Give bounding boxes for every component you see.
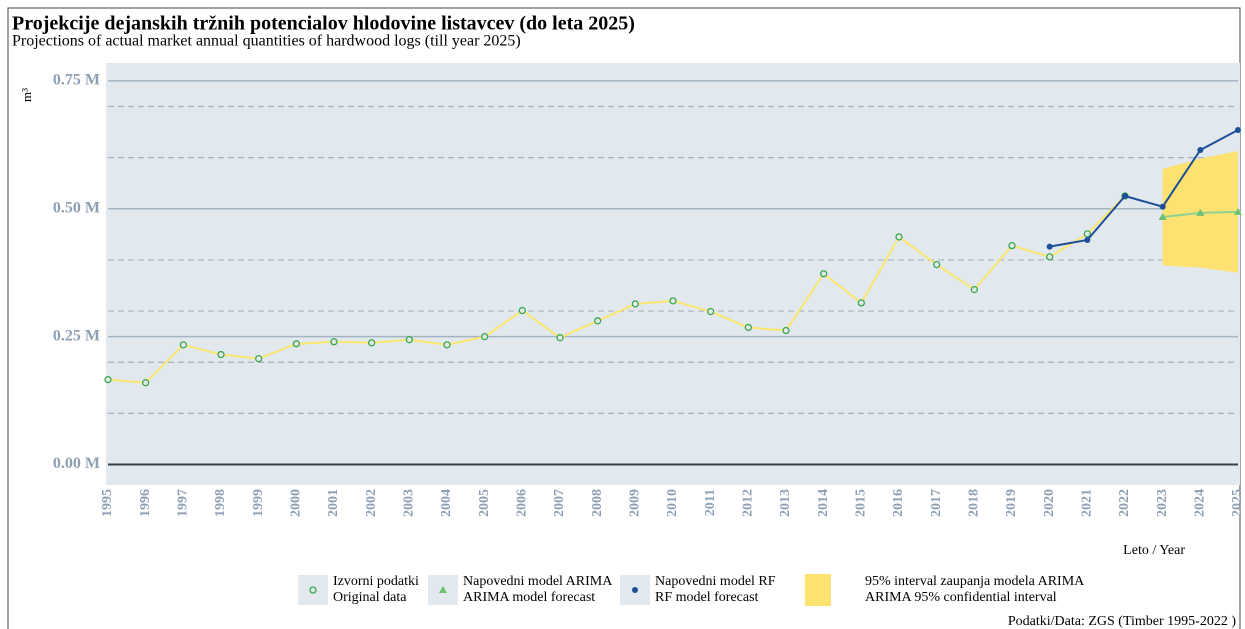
series-line: [107, 195, 1126, 384]
x-tick-label: 2019: [1004, 489, 1019, 517]
x-tick-label: 2007: [552, 489, 567, 517]
marker: [970, 285, 978, 294]
marker: [1083, 230, 1091, 238]
y-tick-label: 0.25 M: [53, 327, 100, 344]
y-tick-label: 0.75 M: [53, 72, 100, 89]
y-tick-label: 0.50 M: [53, 199, 100, 216]
marker: [631, 300, 639, 308]
marker: [405, 336, 413, 344]
x-tick-label: 2010: [665, 489, 680, 517]
marker: [292, 340, 300, 348]
plot-background: [106, 63, 1240, 485]
marker: [1046, 253, 1054, 261]
x-tick-label: 2022: [1117, 489, 1132, 517]
x-axis-label: Leto / Year: [1123, 543, 1185, 558]
x-tick-label: 2013: [778, 489, 793, 517]
marker: [933, 260, 941, 269]
y-axis-label: m³: [19, 88, 34, 102]
marker: [820, 270, 828, 278]
marker: [104, 375, 112, 384]
x-tick-label: 1997: [176, 489, 191, 517]
marker: [707, 307, 715, 316]
marker: [217, 350, 225, 359]
x-tick-label: 2009: [628, 489, 643, 517]
marker: [1196, 208, 1205, 216]
x-tick-label: 2014: [816, 489, 831, 517]
marker: [481, 333, 489, 341]
x-tick-label: 2004: [439, 489, 454, 517]
x-tick-label: 1996: [138, 489, 153, 517]
legend-key: [805, 574, 831, 606]
marker: [556, 334, 564, 342]
legend-label: ARIMA model forecast: [463, 590, 595, 605]
chart-subtitle: Projections of actual market annual quan…: [12, 33, 521, 50]
x-tick-label: 2016: [891, 489, 906, 517]
marker: [857, 299, 865, 307]
x-tick-label: 2012: [741, 489, 756, 517]
legend-marker: [309, 586, 317, 594]
marker: [669, 297, 677, 305]
marker: [255, 355, 263, 363]
x-tick-label: 2002: [364, 489, 379, 517]
x-tick-label: 1998: [213, 489, 228, 517]
marker: [1158, 212, 1167, 220]
legend-label: Napovedni model RF: [655, 574, 776, 589]
marker: [1008, 241, 1016, 250]
marker: [1046, 243, 1053, 250]
legend-label: Original data: [333, 590, 407, 605]
marker: [1197, 146, 1204, 153]
marker: [330, 338, 338, 346]
marker: [443, 341, 451, 349]
series-line: [1049, 129, 1239, 248]
source: Podatki/Data: ZGS (Timber 1995-2022 ): [1008, 614, 1236, 629]
x-tick-label: 2000: [289, 489, 304, 517]
x-tick-label: 2021: [1080, 489, 1095, 517]
x-tick-label: 2015: [854, 489, 869, 517]
x-tick-label: 2008: [590, 489, 605, 517]
legend-label: Izvorni podatki: [333, 574, 419, 589]
x-tick-label: 2001: [326, 489, 341, 517]
x-tick-label: 2025: [1230, 489, 1245, 517]
marker: [1159, 203, 1166, 210]
x-tick-label: 2024: [1193, 489, 1208, 517]
x-tick-label: 2018: [967, 489, 982, 517]
legend-label: ARIMA 95% confidential interval: [865, 590, 1057, 605]
legend-marker: [632, 587, 638, 593]
x-tick-label: 2006: [515, 489, 530, 517]
x-tick-label: 1995: [100, 489, 115, 517]
legend-marker: [439, 586, 447, 593]
legend-label: 95% interval zaupanja modela ARIMA: [865, 574, 1085, 589]
x-tick-label: 2020: [1042, 489, 1057, 517]
marker: [594, 317, 602, 325]
legend-label: RF model forecast: [655, 590, 759, 605]
chart-title: Projekcije dejanskih tržnih potencialov …: [12, 13, 635, 35]
marker: [1234, 207, 1242, 215]
marker: [895, 233, 903, 241]
legend-label: Napovedni model ARIMA: [463, 574, 613, 589]
x-tick-label: 2011: [703, 489, 718, 516]
x-tick-label: 2003: [402, 489, 417, 517]
marker: [518, 306, 526, 315]
marker: [1084, 236, 1091, 243]
x-tick-label: 2005: [477, 489, 492, 517]
marker: [368, 339, 376, 347]
marker: [744, 323, 752, 332]
marker: [142, 379, 150, 387]
x-tick-label: 2017: [929, 489, 944, 517]
marker: [782, 326, 790, 335]
marker: [179, 341, 187, 349]
marker: [1235, 127, 1241, 134]
marker: [1122, 192, 1128, 199]
x-tick-label: 2023: [1155, 489, 1170, 517]
x-tick-label: 1999: [251, 489, 266, 517]
y-tick-label: 0.00 M: [53, 455, 100, 472]
